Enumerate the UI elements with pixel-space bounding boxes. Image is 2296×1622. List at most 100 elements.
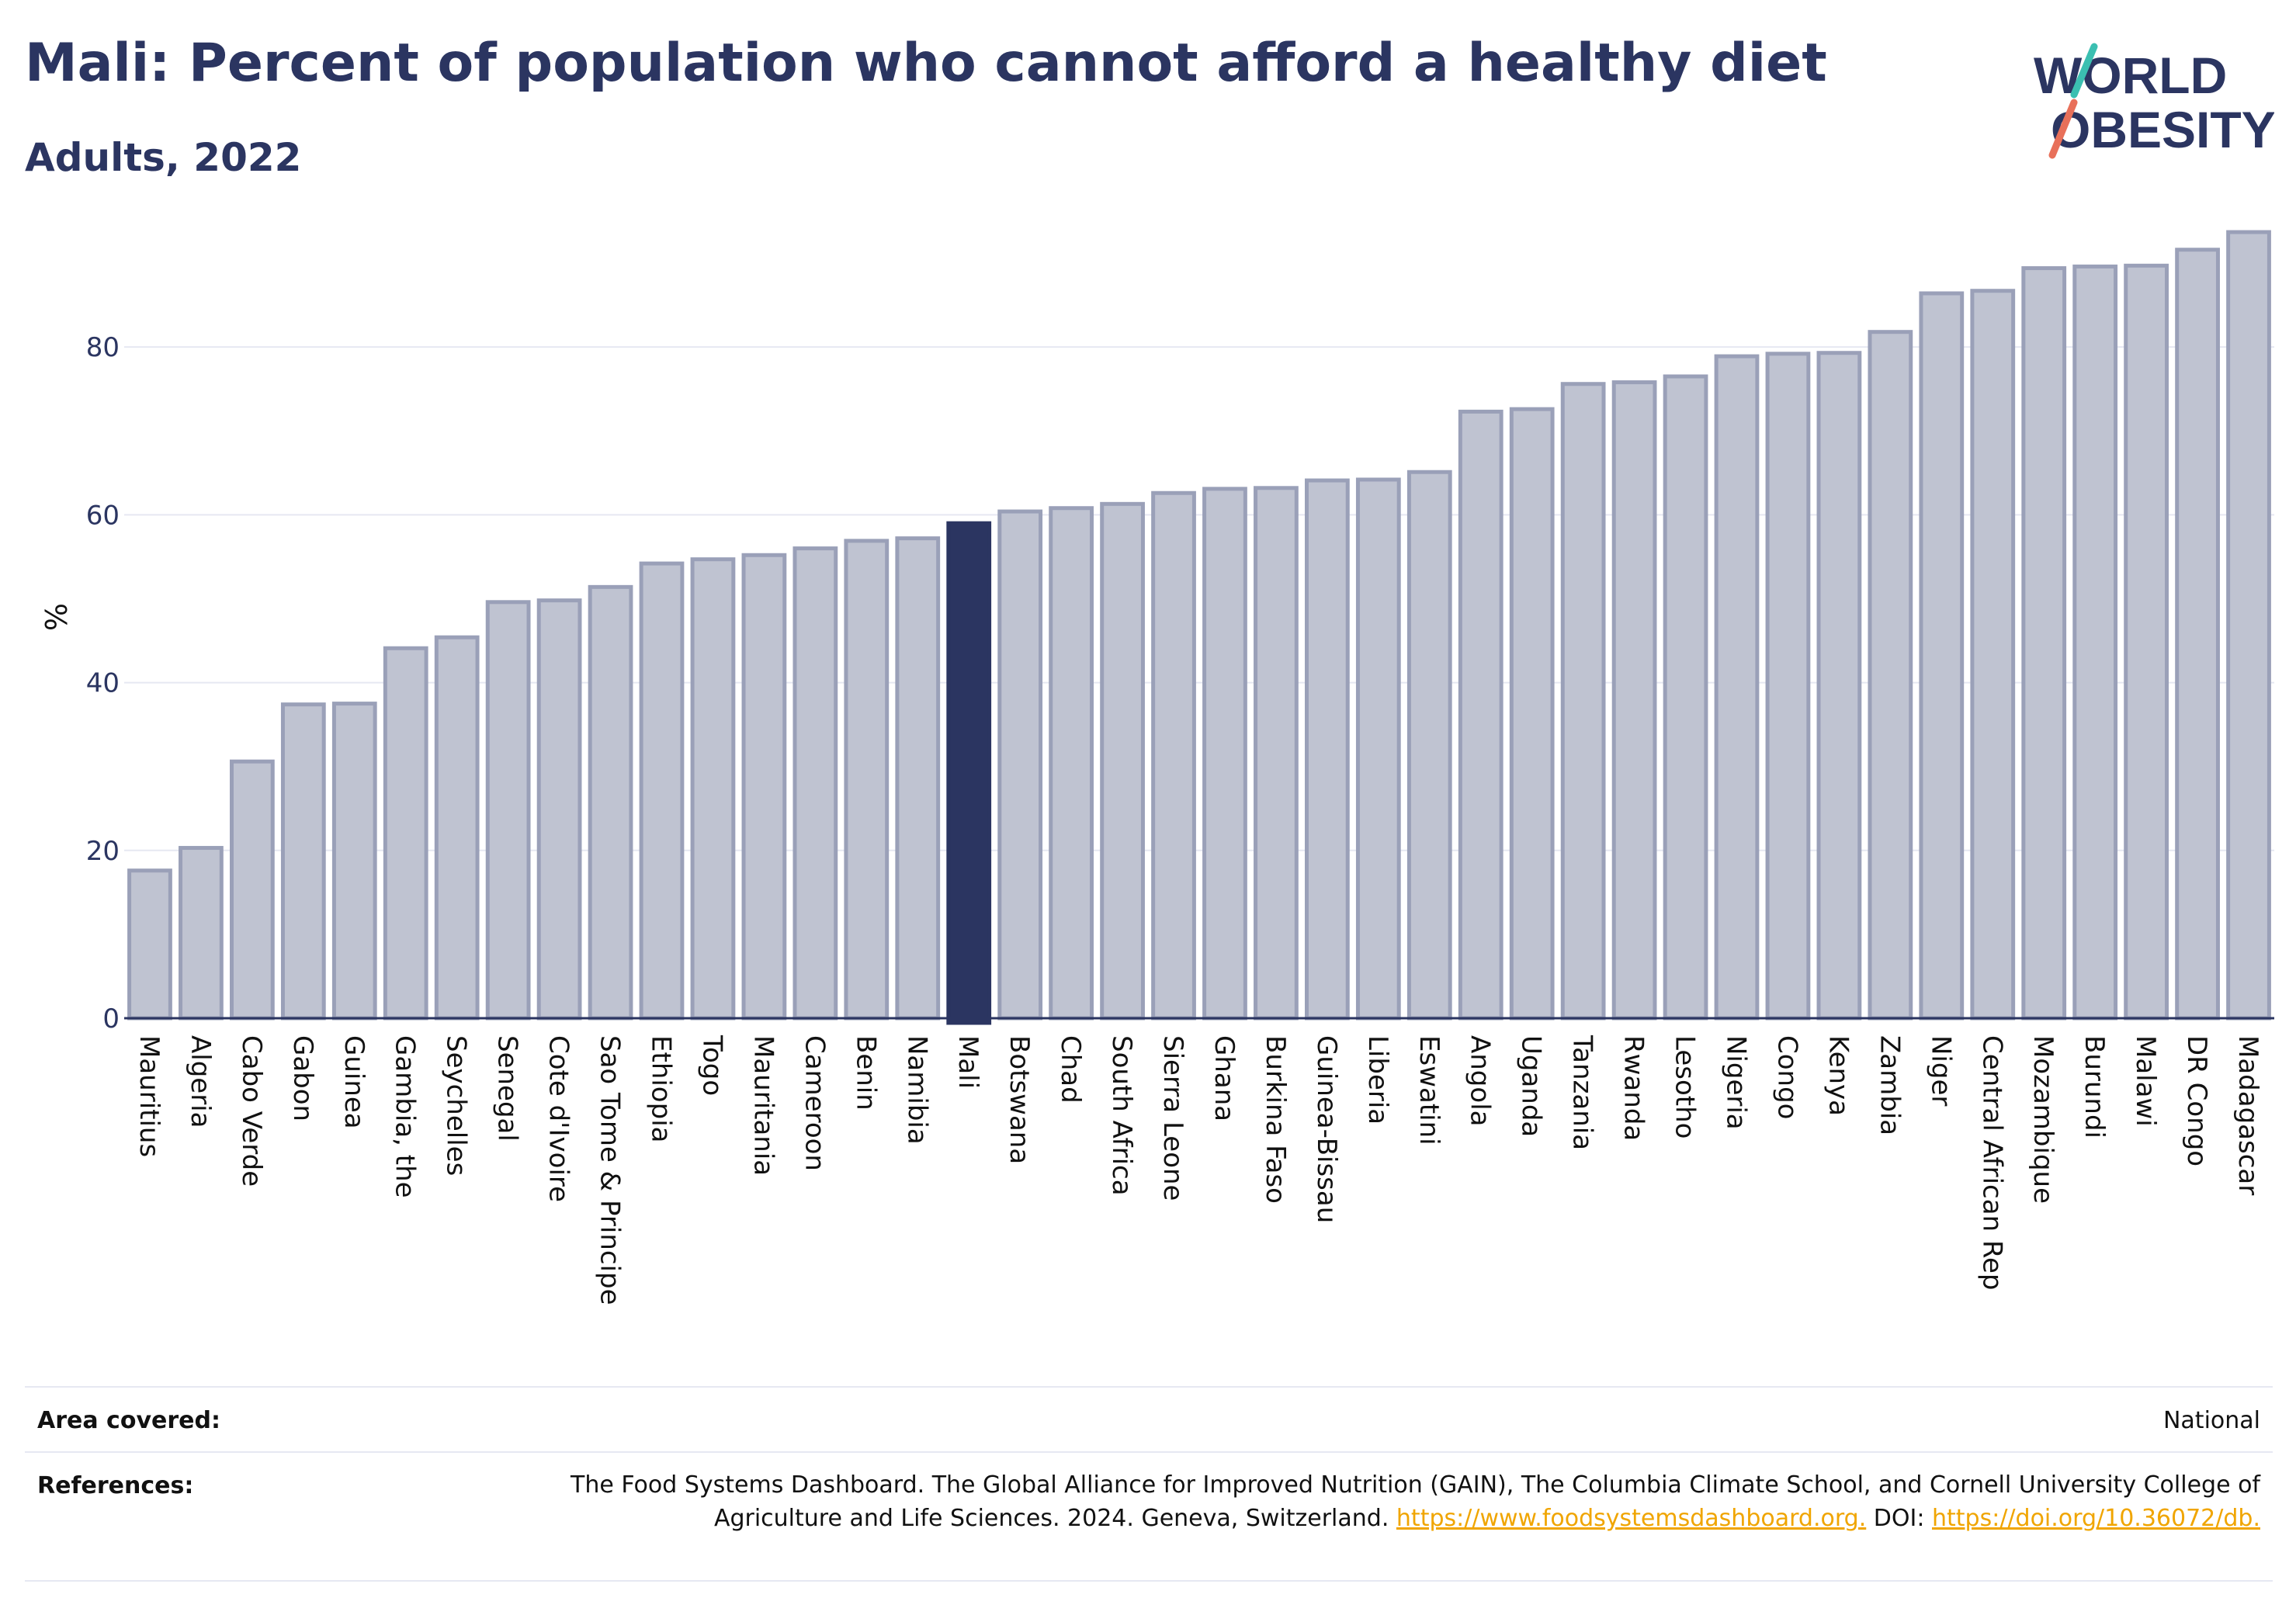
bar-liberia [1355, 477, 1401, 1021]
x-tick-label: Kenya [1823, 1035, 1854, 1116]
x-tick-label: Niger [1925, 1035, 1956, 1106]
x-tick-label: Botswana [1004, 1035, 1035, 1164]
area-covered-value: National [2162, 1407, 2260, 1434]
bar-cote-d-ivoire [536, 598, 582, 1021]
references-citation: The Food Systems Dashboard. The Global A… [571, 1471, 2260, 1532]
bar-ethiopia [639, 561, 685, 1021]
x-tick-label: Benin [850, 1035, 881, 1111]
bar-botswana [997, 509, 1043, 1021]
bar-south-africa [1100, 501, 1145, 1021]
x-axis-ticks: Mauritius Algeria Cabo Verde Gabon Guinea Gam… [134, 1035, 2263, 1305]
bar-sierra-leone [1151, 490, 1196, 1021]
x-tick-label: Madagascar [2232, 1035, 2263, 1195]
x-tick-label: Ghana [1209, 1035, 1240, 1121]
x-tick-label: Cameroon [799, 1035, 830, 1171]
bar-angola [1458, 409, 1503, 1021]
x-tick-label: Guinea-Bissau [1311, 1035, 1342, 1223]
logo-slash-coral [2048, 99, 2078, 159]
area-covered-label: Area covered: [37, 1407, 220, 1434]
x-tick-label: Cabo Verde [236, 1035, 267, 1187]
bar-central-african-rep [1970, 289, 2016, 1021]
y-axis-ticks: 0 20 40 60 80 [86, 332, 120, 1035]
bar-rwanda [1611, 380, 1657, 1021]
bar-togo [690, 557, 736, 1021]
logo-word-world: WORLD [2034, 47, 2227, 104]
chart-bars [127, 230, 2271, 1025]
footer-divider-top [25, 1386, 2273, 1388]
bar-chart: 0 20 40 60 80 Mauritius Algeria Cabo Verde Gabo… [38, 230, 2274, 1305]
bar-mauritius [127, 868, 172, 1021]
bar-sao-tome-principe [588, 584, 633, 1021]
bar-kenya [1816, 351, 1862, 1021]
page-subtitle: Adults, 2022 [25, 135, 302, 180]
x-tick-label: Namibia [901, 1035, 932, 1145]
x-tick-label: South Africa [1106, 1035, 1137, 1196]
x-tick-label: Gabon [287, 1035, 318, 1121]
bar-chad [1049, 506, 1094, 1021]
bar-cabo-verde [230, 759, 275, 1021]
x-tick-label: Uganda [1516, 1035, 1547, 1137]
x-tick-label: Central African Rep [1976, 1035, 2007, 1291]
bar-mauritania [741, 553, 787, 1021]
world-obesity-logo: WORLD OBESITY [2034, 43, 2274, 159]
x-tick-label: Rwanda [1618, 1035, 1649, 1141]
logo-word-obesity: OBESITY [2051, 101, 2274, 158]
x-tick-label: DR Congo [2181, 1035, 2212, 1166]
x-tick-label: Mauritius [134, 1035, 165, 1157]
bar-cameroon [793, 546, 838, 1021]
references-text: The Food Systems Dashboard. The Global A… [475, 1468, 2260, 1535]
bar-burkina-faso [1254, 486, 1299, 1021]
bar-guinea-bissau [1305, 478, 1350, 1021]
y-tick-label: 60 [86, 500, 120, 531]
y-tick-label: 20 [86, 836, 120, 867]
x-tick-label: Burkina Faso [1260, 1035, 1291, 1204]
bar-gambia-the [383, 646, 428, 1021]
footer-divider-middle [25, 1451, 2273, 1453]
x-tick-label: Eswatini [1413, 1035, 1445, 1145]
y-axis-label: % [38, 603, 72, 631]
x-tick-label: Seychelles [441, 1035, 472, 1176]
x-tick-label: Senegal [492, 1035, 523, 1142]
x-tick-label: Sierra Leone [1157, 1035, 1188, 1201]
bar-benin [844, 539, 890, 1021]
bar-lesotho [1663, 374, 1708, 1021]
references-link[interactable]: https://www.foodsystemsdashboard.org. [1396, 1505, 1867, 1532]
x-tick-label: Gambia, the [390, 1035, 421, 1198]
x-tick-label: Sao Tome & Principe [595, 1035, 626, 1305]
bar-namibia [895, 536, 941, 1021]
bar-dr-congo [2175, 248, 2220, 1021]
x-tick-label: Ethiopia [646, 1035, 677, 1142]
y-tick-label: 80 [86, 332, 120, 363]
x-tick-label: Guinea [338, 1035, 369, 1129]
y-tick-label: 40 [86, 668, 120, 699]
x-tick-label: Mozambique [2027, 1035, 2058, 1204]
bar-senegal [485, 600, 531, 1021]
x-tick-label: Algeria [185, 1035, 216, 1128]
bar-malawi [2124, 263, 2169, 1021]
bar-ghana [1202, 487, 1247, 1021]
doi-link[interactable]: https://doi.org/10.36072/db. [1932, 1505, 2260, 1532]
bar-algeria [179, 846, 224, 1021]
bar-eswatini [1406, 470, 1452, 1021]
doi-label: DOI: [1873, 1505, 1925, 1532]
bar-niger [1919, 291, 1965, 1021]
bar-tanzania [1560, 382, 1606, 1021]
bar-uganda [1509, 407, 1555, 1021]
bar-nigeria [1714, 354, 1760, 1021]
bar-mali [946, 521, 992, 1025]
x-tick-label: Burundi [2079, 1035, 2110, 1139]
bar-mozambique [2021, 266, 2067, 1021]
footer-divider-bottom [25, 1580, 2273, 1582]
bar-zambia [1868, 330, 1913, 1021]
x-tick-label: Congo [1771, 1035, 1802, 1119]
x-tick-label: Liberia [1362, 1035, 1393, 1125]
page-title: Mali: Percent of population who cannot a… [25, 33, 1827, 94]
y-tick-label: 0 [102, 1003, 120, 1035]
x-tick-label: Cote d'Ivoire [543, 1035, 574, 1202]
x-tick-label: Zambia [1874, 1035, 1905, 1135]
logo-slash-teal [2070, 43, 2098, 99]
references-label: References: [37, 1472, 194, 1499]
bar-burundi [2072, 264, 2118, 1021]
x-tick-label: Lesotho [1670, 1035, 1701, 1139]
bar-guinea [331, 702, 377, 1021]
